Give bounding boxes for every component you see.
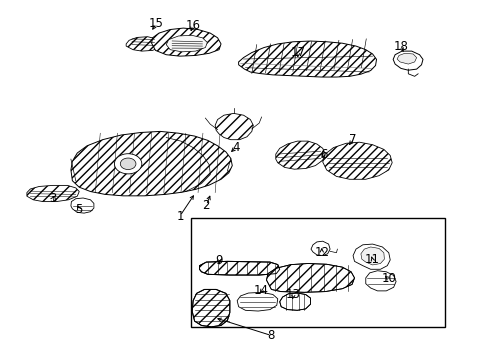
Polygon shape: [199, 261, 279, 275]
Text: 1: 1: [176, 210, 183, 222]
Polygon shape: [360, 247, 384, 265]
Circle shape: [120, 158, 136, 170]
Text: 18: 18: [393, 40, 407, 53]
Text: 15: 15: [149, 17, 163, 30]
Polygon shape: [279, 293, 310, 310]
Text: 13: 13: [285, 288, 300, 301]
Polygon shape: [392, 51, 422, 70]
Polygon shape: [266, 264, 354, 292]
Polygon shape: [365, 271, 395, 291]
Text: 16: 16: [185, 19, 200, 32]
Circle shape: [114, 154, 142, 174]
Text: 4: 4: [231, 141, 239, 154]
Polygon shape: [71, 198, 94, 213]
Polygon shape: [27, 185, 79, 202]
Polygon shape: [310, 241, 329, 256]
Text: 7: 7: [348, 133, 356, 146]
Polygon shape: [396, 53, 416, 64]
Text: 17: 17: [290, 46, 305, 59]
Polygon shape: [238, 41, 376, 77]
Text: 5: 5: [75, 203, 83, 216]
Polygon shape: [237, 292, 277, 311]
Text: 6: 6: [319, 148, 327, 161]
Text: 9: 9: [215, 255, 223, 267]
Polygon shape: [192, 289, 229, 327]
Polygon shape: [71, 131, 232, 196]
Text: 11: 11: [365, 253, 379, 266]
Text: 8: 8: [267, 329, 275, 342]
Polygon shape: [322, 142, 391, 179]
Polygon shape: [215, 113, 253, 140]
Polygon shape: [275, 141, 325, 169]
Polygon shape: [352, 244, 389, 269]
Text: 12: 12: [314, 246, 328, 259]
Text: 2: 2: [202, 199, 210, 212]
Polygon shape: [151, 28, 221, 56]
Polygon shape: [126, 37, 160, 51]
Text: 14: 14: [254, 284, 268, 297]
Text: 10: 10: [381, 273, 395, 285]
Text: 3: 3: [49, 192, 57, 205]
Bar: [190, 218, 444, 327]
Polygon shape: [166, 35, 207, 52]
